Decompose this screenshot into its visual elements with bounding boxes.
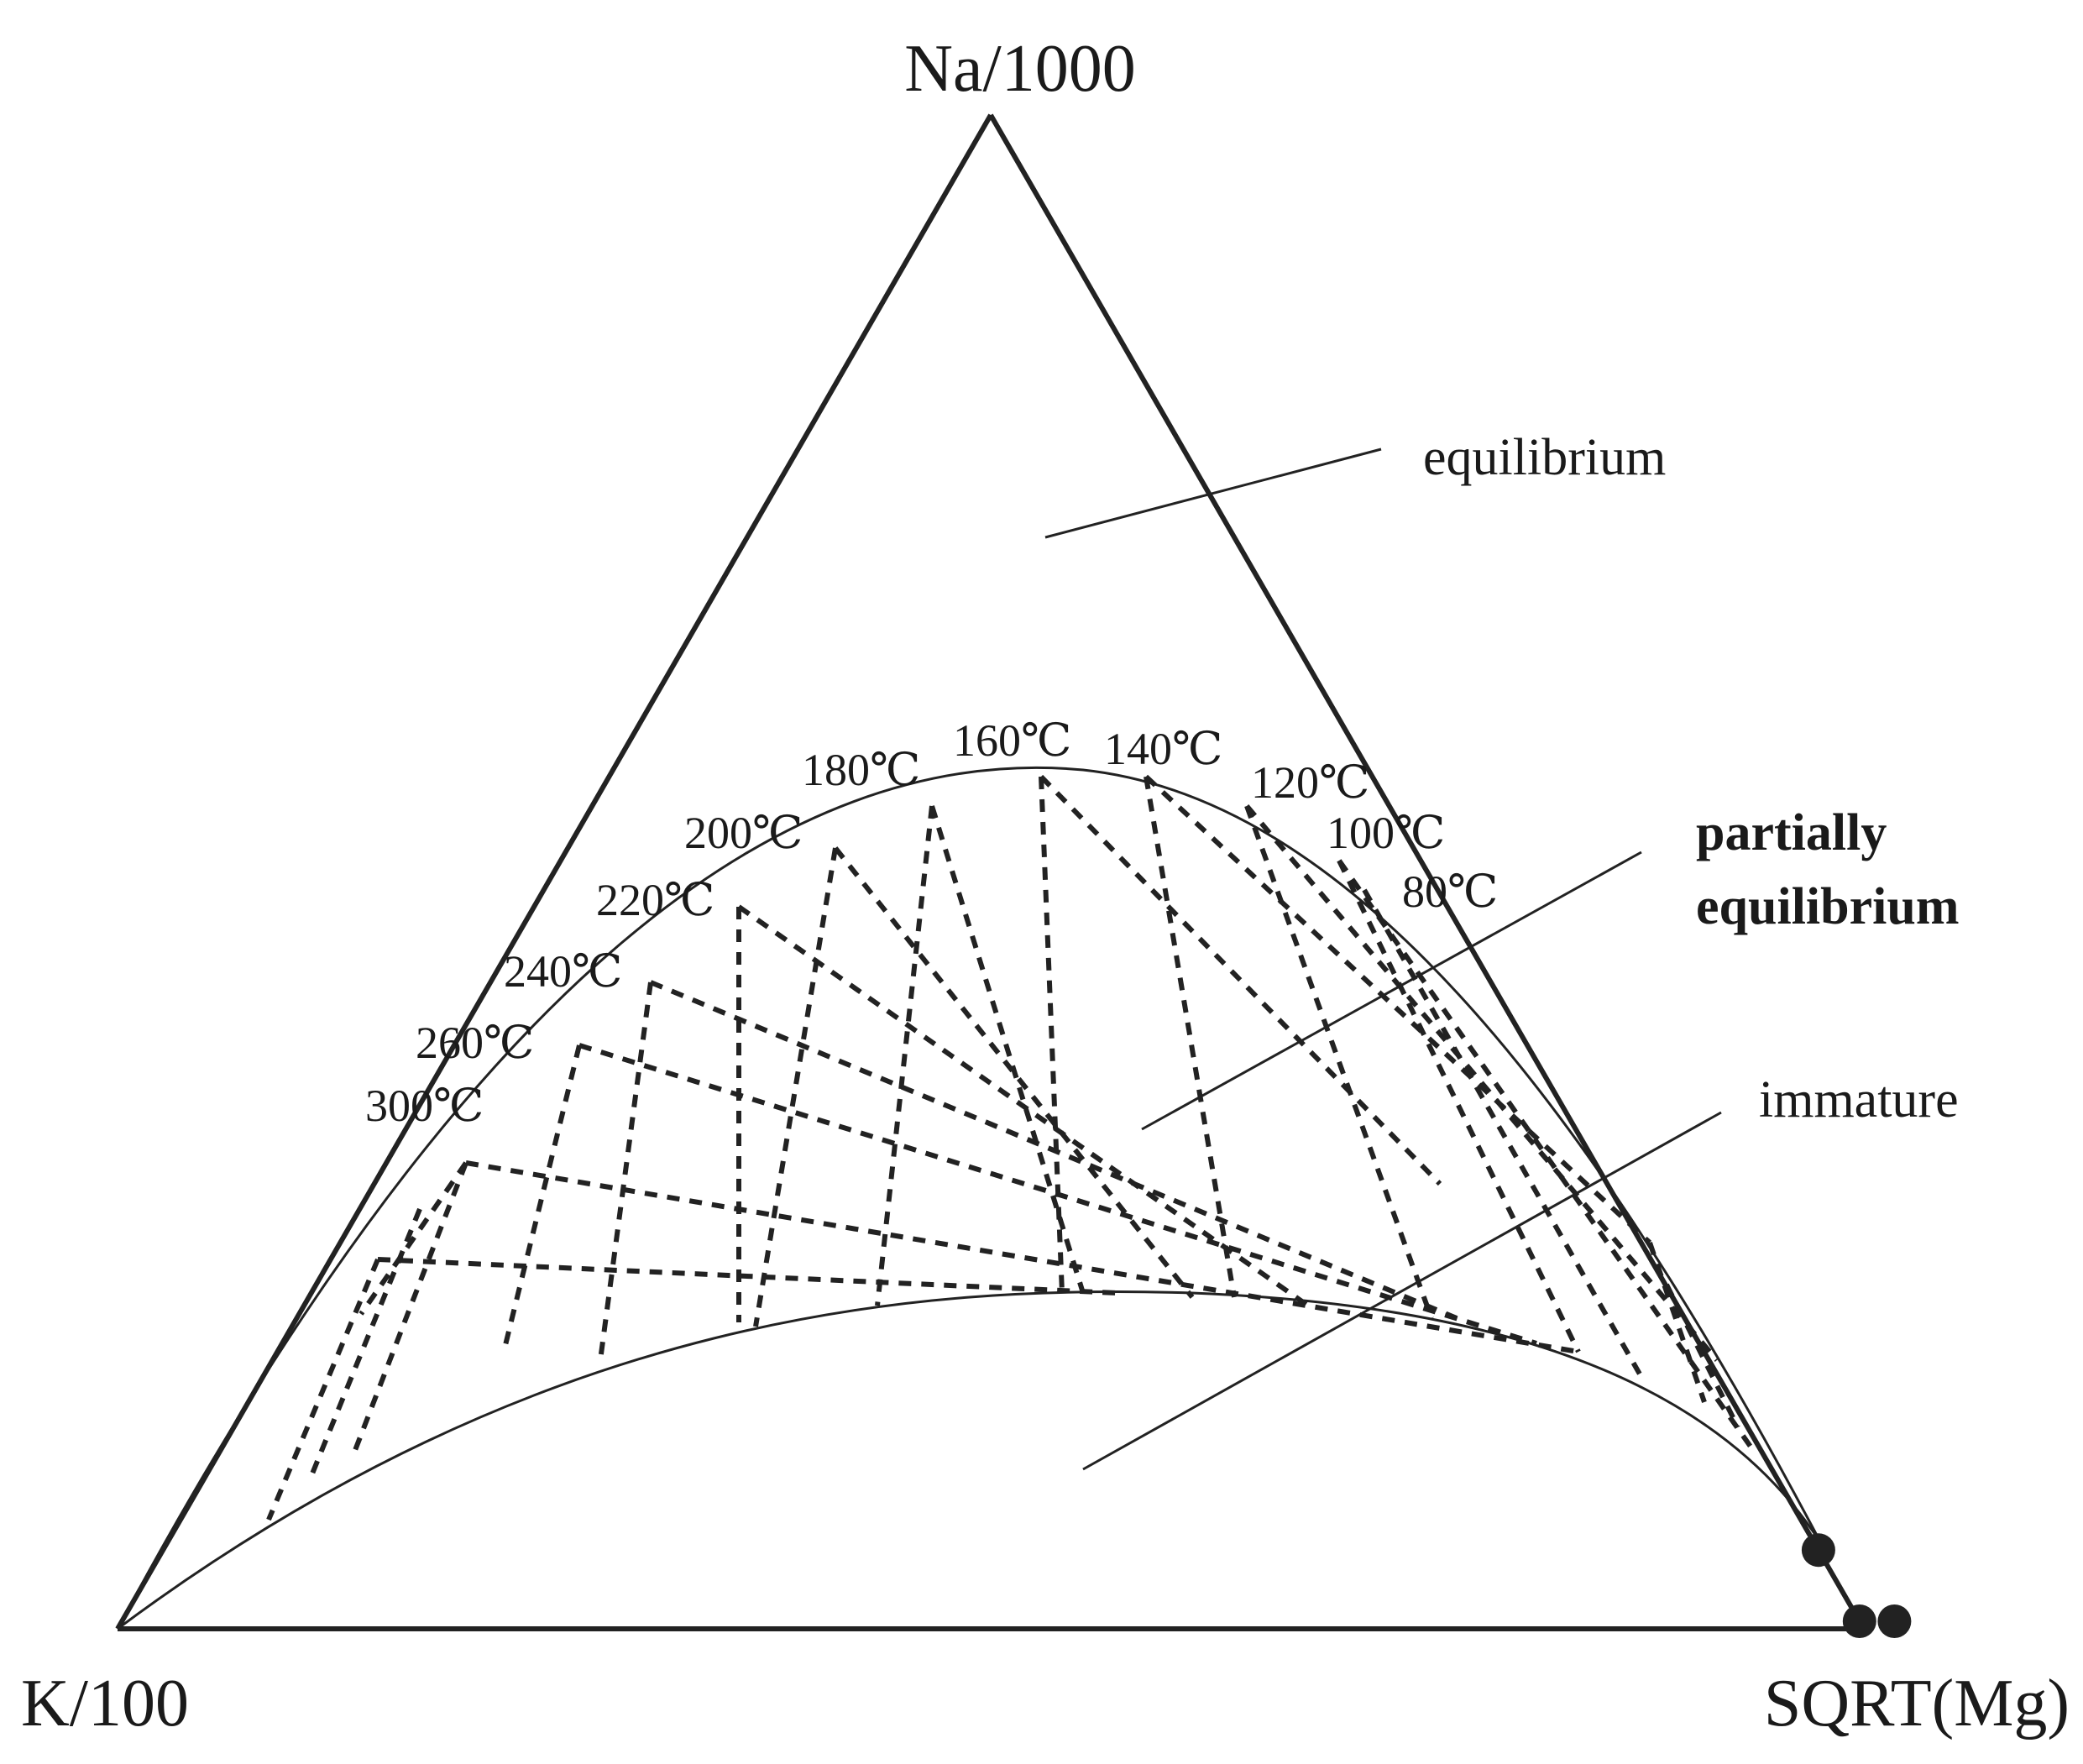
vertex-label-top: Na/1000 bbox=[904, 32, 1136, 106]
equilibrium-curves bbox=[116, 766, 1824, 1631]
isotherm-260-a bbox=[501, 1044, 582, 1353]
sample-points bbox=[1801, 1533, 1912, 1638]
leader-partially-equilibrium bbox=[1141, 851, 1642, 1131]
temp-label-200: 200℃ bbox=[684, 808, 803, 858]
isotherm-180-a bbox=[875, 805, 934, 1306]
temp-label-180: 180℃ bbox=[802, 745, 920, 795]
chart-labels: Na/1000 K/100 SQRT(Mg) 300℃ 260℃ 240℃ 22… bbox=[21, 32, 2070, 1740]
zone-leader-lines bbox=[1044, 448, 1722, 1471]
isotherm-300-a bbox=[359, 1161, 468, 1316]
vertex-label-right: SQRT(Mg) bbox=[1764, 1667, 2070, 1740]
zone-label-partially-equilibrium: equilibrium bbox=[1696, 878, 1960, 935]
isotherm-b1 bbox=[465, 1160, 1579, 1354]
zone-label-immature: immature bbox=[1759, 1071, 1959, 1128]
isotherm-b7 bbox=[1039, 774, 1442, 1186]
temp-label-120: 120℃ bbox=[1251, 757, 1369, 808]
isotherm-240-a bbox=[598, 981, 653, 1361]
temp-label-100: 100℃ bbox=[1327, 808, 1445, 858]
isotherm-b2 bbox=[578, 1043, 1537, 1346]
isotherm-c3 bbox=[350, 1161, 468, 1458]
temp-label-140: 140℃ bbox=[1104, 724, 1222, 774]
temp-label-220: 220℃ bbox=[596, 875, 714, 925]
isotherm-b4 bbox=[737, 904, 1316, 1312]
isotherm-80-a bbox=[1362, 888, 1644, 1379]
isotherm-b6 bbox=[929, 805, 1086, 1294]
isotherm-b9 bbox=[1244, 804, 1719, 1362]
temp-label-160: 160℃ bbox=[953, 715, 1071, 766]
isotherm-b10 bbox=[1337, 859, 1757, 1454]
isotherm-160-a bbox=[1039, 776, 1065, 1294]
temp-label-300: 300℃ bbox=[365, 1081, 484, 1131]
isotherm-100-a bbox=[1337, 859, 1581, 1353]
isotherm-200-a bbox=[753, 847, 838, 1327]
isotherm-c2 bbox=[308, 1207, 422, 1479]
zone-label-partially: partially bbox=[1696, 804, 1887, 861]
sample-point-1 bbox=[1801, 1533, 1835, 1568]
isotherm-b5 bbox=[833, 846, 1195, 1299]
immature-boundary-curve bbox=[117, 1290, 1824, 1631]
isotherm-c4 bbox=[377, 1257, 1117, 1296]
temp-label-240: 240℃ bbox=[504, 946, 622, 997]
full-equilibrium-curve bbox=[116, 766, 1824, 1630]
isotherm-c1 bbox=[266, 1258, 380, 1521]
isotherm-b8 bbox=[1144, 774, 1652, 1245]
isotherm-140-a bbox=[1144, 776, 1237, 1298]
temp-label-80: 80℃ bbox=[1402, 866, 1498, 917]
triangle-right-side bbox=[988, 113, 1866, 1631]
isotherm-grid bbox=[266, 774, 1757, 1521]
isotherm-c5 bbox=[1647, 1242, 1707, 1403]
ternary-triangle bbox=[115, 113, 1866, 1631]
zone-label-equilibrium: equilibrium bbox=[1423, 429, 1666, 486]
sample-point-3 bbox=[1877, 1604, 1912, 1638]
leader-equilibrium bbox=[1044, 448, 1382, 539]
isotherm-120-a bbox=[1244, 804, 1434, 1320]
leader-immature bbox=[1082, 1111, 1722, 1471]
isotherm-c6 bbox=[1664, 1283, 1740, 1429]
isotherm-b3 bbox=[649, 980, 1458, 1321]
vertex-label-left: K/100 bbox=[21, 1667, 189, 1740]
temp-label-260: 260℃ bbox=[416, 1018, 534, 1068]
sample-point-2 bbox=[1842, 1604, 1876, 1638]
